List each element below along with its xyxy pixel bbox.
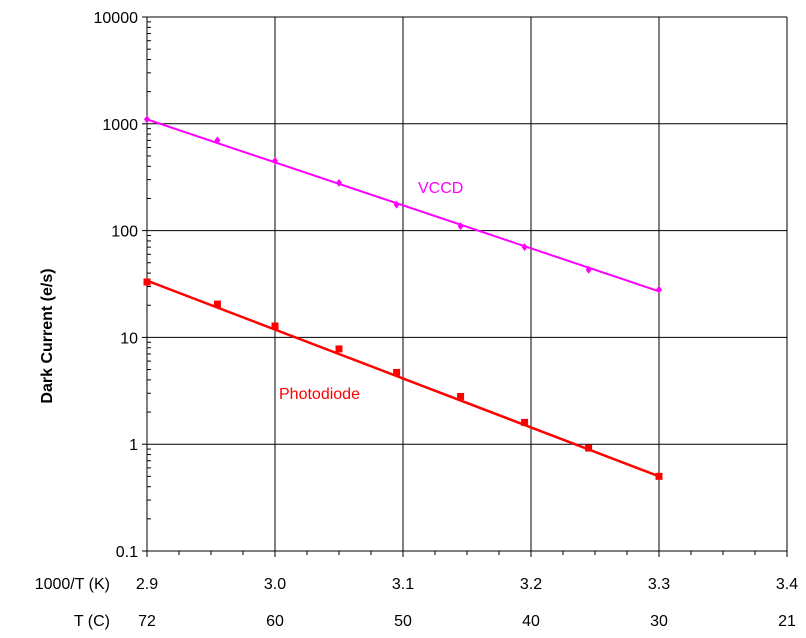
y-tick-label: 1 <box>129 437 138 454</box>
series-vccd <box>144 115 662 294</box>
x-tick-label: 3.0 <box>264 576 286 593</box>
data-point <box>271 322 279 330</box>
series-photodiode <box>143 278 663 480</box>
labels-layer: 0.1 1 10 100 1000 10000 2.9 3.0 3.1 3.2 3.3 3.4 72 60… <box>94 10 799 630</box>
x-tick-label: 3.4 <box>776 576 798 593</box>
data-point <box>143 278 151 286</box>
data-point <box>521 418 529 426</box>
x-tick-label: 3.1 <box>392 576 414 593</box>
series-layer <box>143 115 663 480</box>
t-tick-label: 72 <box>138 613 156 630</box>
data-point <box>457 222 464 231</box>
data-point <box>335 345 343 353</box>
data-point <box>656 285 662 294</box>
series-label-photodiode: Photodiode <box>279 386 360 403</box>
data-point <box>585 444 593 452</box>
data-point <box>393 368 401 376</box>
y-tick-label: 10 <box>120 330 138 347</box>
data-point <box>655 472 663 480</box>
t-tick-label: 60 <box>266 613 284 630</box>
t-tick-label: 50 <box>394 613 412 630</box>
t-tick-label: 40 <box>522 613 540 630</box>
data-point <box>214 136 221 145</box>
x-tick-label: 3.2 <box>520 576 542 593</box>
x-tick-label: 3.3 <box>648 576 670 593</box>
t-row-label: T (C) <box>74 613 110 630</box>
y-tick-label: 0.1 <box>116 544 138 561</box>
trendline-photodiode <box>146 279 660 478</box>
data-point <box>272 156 278 165</box>
series-label-vccd: VCCD <box>418 180 463 197</box>
t-tick-label: 30 <box>650 613 668 630</box>
t-tick-label: 21 <box>778 613 796 630</box>
data-point <box>457 392 465 400</box>
data-point <box>521 243 528 252</box>
data-point <box>144 115 150 124</box>
data-point <box>336 178 342 187</box>
y-tick-label: 100 <box>111 224 138 241</box>
y-axis-title: Dark Current (e/s) <box>39 268 56 403</box>
trendline-vccd <box>146 118 660 293</box>
x-row-label: 1000/T (K) <box>35 576 110 593</box>
axes <box>142 16 788 557</box>
y-tick-label: 10000 <box>94 10 139 27</box>
grid-lines <box>147 16 788 551</box>
x-tick-label: 2.9 <box>136 576 158 593</box>
data-point <box>585 265 592 274</box>
data-point <box>393 200 400 209</box>
data-point <box>213 300 221 308</box>
y-tick-label: 1000 <box>102 117 138 134</box>
